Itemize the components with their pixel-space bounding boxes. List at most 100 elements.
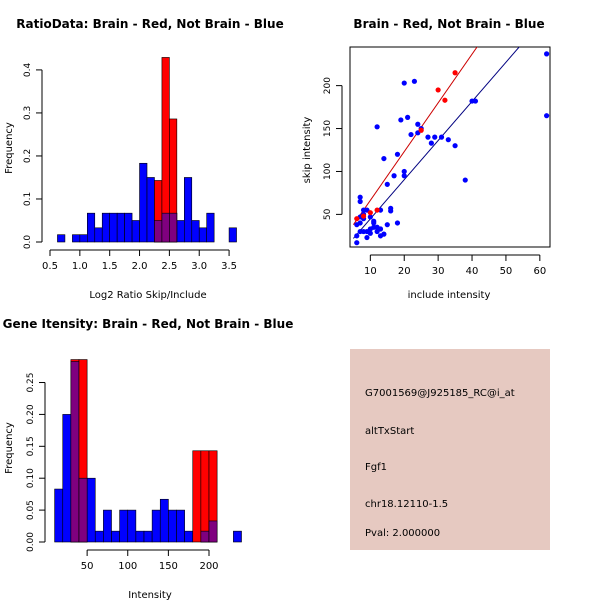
not-brain-point <box>384 222 390 228</box>
ratio-blue-bar <box>198 227 207 243</box>
gene-intensity-title: Gene Itensity: Brain - Red, Not Brain - … <box>3 317 294 331</box>
gene-x-tick-label: 200 <box>199 561 218 572</box>
not-brain-point <box>401 173 407 179</box>
ratio-y-tick-label: 0.1 <box>23 192 33 206</box>
not-brain-point <box>357 194 363 200</box>
not-brain-point <box>415 121 421 127</box>
ratio-x-tick-label: 1.5 <box>102 261 118 272</box>
ratio-blue-bar <box>109 212 118 243</box>
brain-point <box>442 97 448 103</box>
info-panel: G7001569@J925185_RC@i_at altTxStart Fgf1… <box>350 349 550 550</box>
ratio-blue-bar <box>116 212 125 243</box>
gene-blue-bar <box>103 509 112 543</box>
not-brain-point <box>408 131 414 138</box>
not-brain-point <box>438 134 445 140</box>
gene-y-tick-label: 0.10 <box>26 468 36 488</box>
not-brain-point <box>394 151 401 157</box>
gene-y-tick-label: 0.20 <box>26 404 36 424</box>
scatter-y-tick-label: 150 <box>323 120 333 137</box>
not-brain-point <box>388 208 394 214</box>
not-brain-point <box>357 220 363 226</box>
ratio-blue-bar <box>131 220 140 243</box>
scatter-x-tick-label: 10 <box>364 266 377 277</box>
ratio-x-tick-label: 1.0 <box>72 261 88 272</box>
gene-blue-bar <box>135 530 145 543</box>
ratio-y-tick-label: 0.3 <box>23 106 33 120</box>
gene-blue-bar <box>94 530 104 543</box>
gene-blue-bar <box>86 477 96 543</box>
gene-overlap-bar <box>78 477 88 543</box>
brain-point <box>418 127 424 133</box>
not-brain-point <box>374 224 380 230</box>
scatter-title: Brain - Red, Not Brain - Blue <box>353 17 544 31</box>
not-brain-point <box>367 214 373 220</box>
brain-point <box>367 210 373 216</box>
brain-point <box>360 213 367 219</box>
gene-blue-bar <box>127 509 137 543</box>
gene-overlap-bar <box>70 361 80 543</box>
not-brain-point <box>394 220 401 226</box>
not-brain-point <box>544 113 550 119</box>
not-brain-point <box>357 198 363 205</box>
not-brain-point <box>374 124 380 130</box>
ratio-overlap-bar <box>154 220 163 243</box>
scatter-x-tick-label: 60 <box>533 266 546 277</box>
gene-x-tick-label: 50 <box>81 561 94 572</box>
not-brain-point <box>469 98 475 104</box>
gene-blue-bar <box>62 414 72 543</box>
event-type-text: altTxStart <box>365 426 414 437</box>
location-text: chr18.12110-1.5 <box>365 499 448 510</box>
gene-intensity-ylabel: Frequency <box>4 422 15 474</box>
ratio-blue-bar <box>57 234 66 243</box>
ratio-blue-bar <box>101 212 110 243</box>
ratio-y-tick-label: 0.0 <box>23 235 33 250</box>
gene-y-tick-label: 0.15 <box>26 436 36 456</box>
ratio-histogram-title: RatioData: Brain - Red, Not Brain - Blue <box>16 17 283 31</box>
ratio-blue-bar <box>206 212 215 243</box>
ratio-blue-bar <box>176 220 185 243</box>
ratio-x-tick-label: 2.0 <box>132 261 148 272</box>
not-brain-point <box>544 51 550 57</box>
ratio-blue-bar <box>139 162 148 243</box>
not-brain-point <box>354 240 360 246</box>
pval-text: Pval: 2.000000 <box>365 528 440 539</box>
info-panel-background <box>350 349 550 550</box>
scatter-plot-frame <box>349 46 551 248</box>
gene-red-bar <box>200 450 210 543</box>
ratio-histogram-ylabel: Frequency <box>4 122 15 174</box>
not-brain-point <box>411 78 418 84</box>
not-brain-point <box>425 134 431 140</box>
brain-point <box>354 216 360 222</box>
gene-overlap-bar <box>208 520 218 543</box>
gene-blue-bar <box>54 488 64 543</box>
not-brain-point <box>405 114 411 120</box>
not-brain-point <box>398 117 404 123</box>
ratio-y-tick-label: 0.2 <box>23 149 33 163</box>
gene-y-tick-label: 0.25 <box>26 372 36 392</box>
gene-y-tick-label: 0.05 <box>26 500 36 520</box>
ratio-histogram-xlabel: Log2 Ratio Skip/Include <box>89 290 206 301</box>
not-brain-point <box>391 173 397 179</box>
gene-x-tick-label: 150 <box>159 561 178 572</box>
ratio-blue-bar <box>79 234 88 243</box>
not-brain-point <box>401 80 407 86</box>
not-brain-point <box>462 177 468 183</box>
scatter-ylabel: skip intensity <box>302 117 313 184</box>
gene-blue-bar <box>159 498 169 543</box>
not-brain-point <box>432 134 438 140</box>
gene-blue-bar <box>111 530 120 543</box>
ratio-blue-bar <box>72 234 81 243</box>
brain-point <box>374 207 380 213</box>
not-brain-point <box>384 181 390 187</box>
ratio-histogram: RatioData: Brain - Red, Not Brain - Blue… <box>4 17 284 301</box>
gene-blue-bar <box>151 509 161 543</box>
gene-x-tick-label: 100 <box>118 561 137 572</box>
scatter-y-tick-label: 200 <box>323 77 333 94</box>
ratio-y-tick-label: 0.4 <box>23 62 33 77</box>
not-brain-point <box>428 140 434 146</box>
gene-intensity-histogram: Gene Itensity: Brain - Red, Not Brain - … <box>3 317 294 600</box>
scatter-y-tick-label: 100 <box>323 163 333 180</box>
ratio-x-tick-label: 2.5 <box>161 261 177 272</box>
not-brain-point <box>381 231 387 237</box>
scatter-x-tick-label: 30 <box>432 266 445 277</box>
